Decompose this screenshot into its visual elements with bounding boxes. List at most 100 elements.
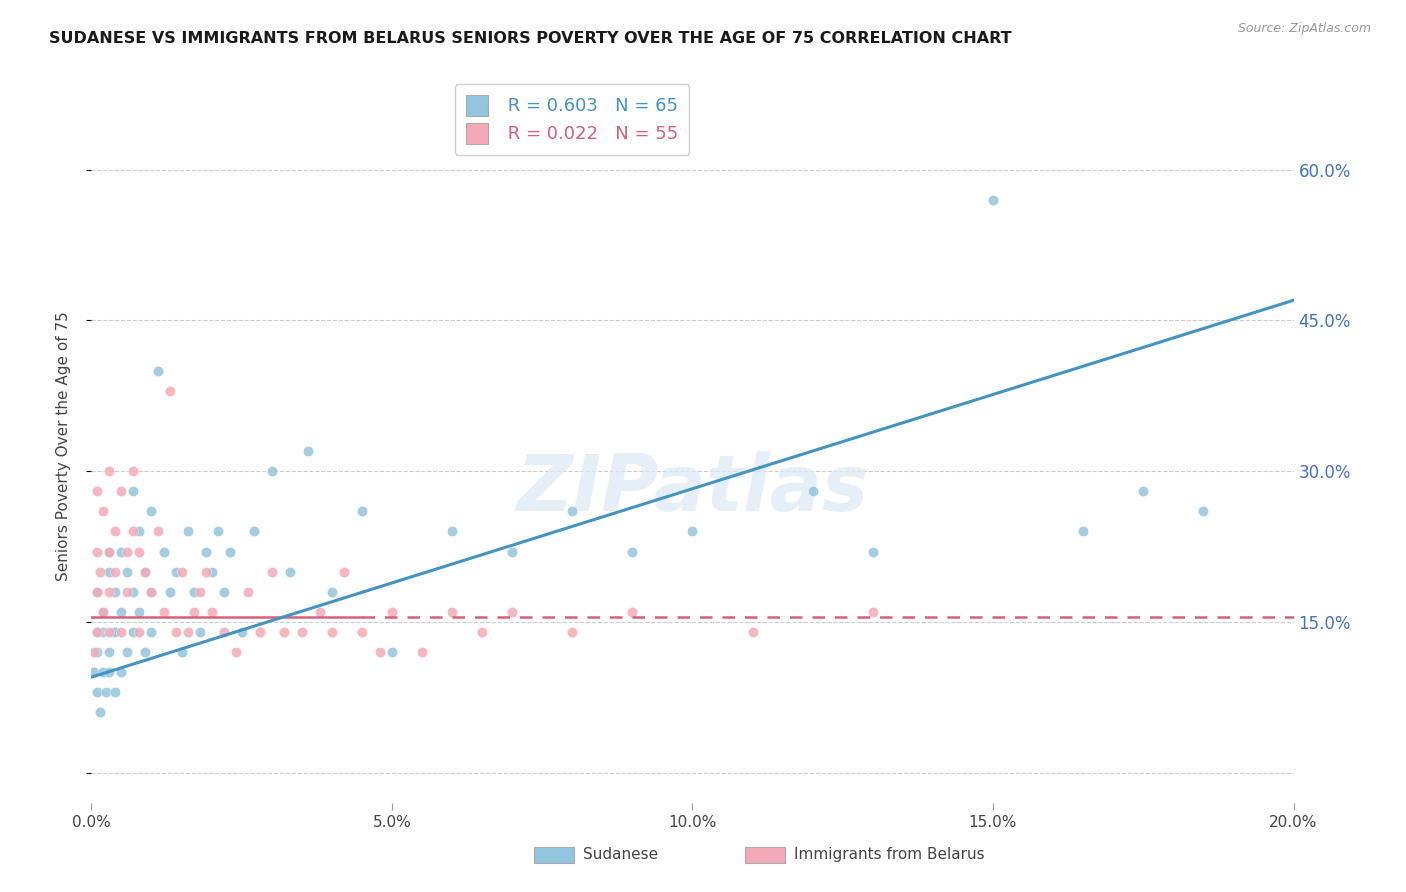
Point (862, 544, 884, 558)
Point (117, 565, 139, 579)
Text: ZIPatlas: ZIPatlas (516, 450, 869, 527)
Point (93, 605, 115, 619)
Point (89, 706, 111, 720)
Point (98, 624, 121, 639)
Point (141, 584, 163, 599)
Point (98, 544, 121, 558)
Point (260, 565, 283, 579)
Point (117, 544, 139, 558)
Point (212, 584, 235, 599)
Point (141, 504, 163, 518)
Point (159, 384, 181, 398)
Point (98, 464, 121, 478)
Y-axis label: Seniors Poverty Over the Age of 75: Seniors Poverty Over the Age of 75 (56, 311, 70, 581)
Point (86, 624, 108, 639)
Point (86, 685, 108, 699)
Point (801, 484, 824, 499)
Point (122, 464, 145, 478)
Point (981, 193, 1004, 207)
Point (621, 605, 644, 619)
Point (561, 624, 583, 639)
Point (273, 624, 295, 639)
Point (159, 584, 181, 599)
Point (141, 624, 163, 639)
Point (176, 524, 198, 539)
Point (134, 645, 156, 659)
Point (440, 605, 463, 619)
Point (104, 584, 127, 599)
Point (122, 524, 145, 539)
Point (411, 645, 433, 659)
Point (1132, 484, 1154, 499)
Point (98, 645, 121, 659)
Point (93, 504, 115, 518)
Point (98, 544, 121, 558)
Point (218, 544, 240, 558)
Point (278, 565, 301, 579)
Point (201, 565, 224, 579)
Point (86, 484, 108, 499)
Point (110, 544, 132, 558)
Text: SUDANESE VS IMMIGRANTS FROM BELARUS SENIORS POVERTY OVER THE AGE OF 75 CORRELATI: SUDANESE VS IMMIGRANTS FROM BELARUS SENI… (49, 31, 1012, 46)
Point (128, 524, 150, 539)
Point (98, 584, 121, 599)
Point (104, 624, 127, 639)
Point (308, 605, 330, 619)
Point (183, 605, 205, 619)
Point (333, 565, 356, 579)
Point (96, 685, 118, 699)
Point (170, 565, 193, 579)
Point (98, 565, 121, 579)
Point (741, 624, 763, 639)
Point (110, 484, 132, 499)
Text: Source: ZipAtlas.com: Source: ZipAtlas.com (1237, 22, 1371, 36)
Point (122, 484, 145, 499)
Point (110, 605, 132, 619)
Point (201, 605, 224, 619)
Point (176, 624, 198, 639)
Point (440, 524, 463, 539)
Point (93, 665, 115, 680)
Point (207, 524, 229, 539)
Point (122, 624, 145, 639)
Point (104, 524, 127, 539)
Point (134, 565, 156, 579)
Point (350, 624, 373, 639)
Point (128, 605, 150, 619)
Point (98, 665, 121, 680)
Point (212, 624, 235, 639)
Point (297, 444, 319, 458)
Point (183, 584, 205, 599)
Point (86, 645, 108, 659)
Point (128, 544, 150, 558)
Point (104, 685, 127, 699)
Text: Sudanese: Sudanese (583, 847, 658, 862)
Point (117, 645, 139, 659)
Point (321, 624, 343, 639)
Point (93, 605, 115, 619)
Point (93, 624, 115, 639)
Point (1071, 524, 1094, 539)
Point (152, 605, 174, 619)
Point (86, 584, 108, 599)
Point (471, 624, 494, 639)
Point (152, 544, 174, 558)
Point (146, 363, 169, 377)
Point (134, 565, 156, 579)
Point (101, 624, 124, 639)
Point (321, 584, 343, 599)
Point (104, 565, 127, 579)
Point (194, 544, 217, 558)
Point (170, 645, 193, 659)
Point (291, 624, 314, 639)
Point (188, 624, 211, 639)
Legend:  R = 0.603   N = 65,  R = 0.022   N = 55: R = 0.603 N = 65, R = 0.022 N = 55 (456, 84, 689, 154)
Point (86, 624, 108, 639)
Point (110, 624, 132, 639)
Point (86, 544, 108, 558)
Point (141, 584, 163, 599)
Point (260, 464, 283, 478)
Point (122, 584, 145, 599)
Point (368, 645, 391, 659)
Point (110, 665, 132, 680)
